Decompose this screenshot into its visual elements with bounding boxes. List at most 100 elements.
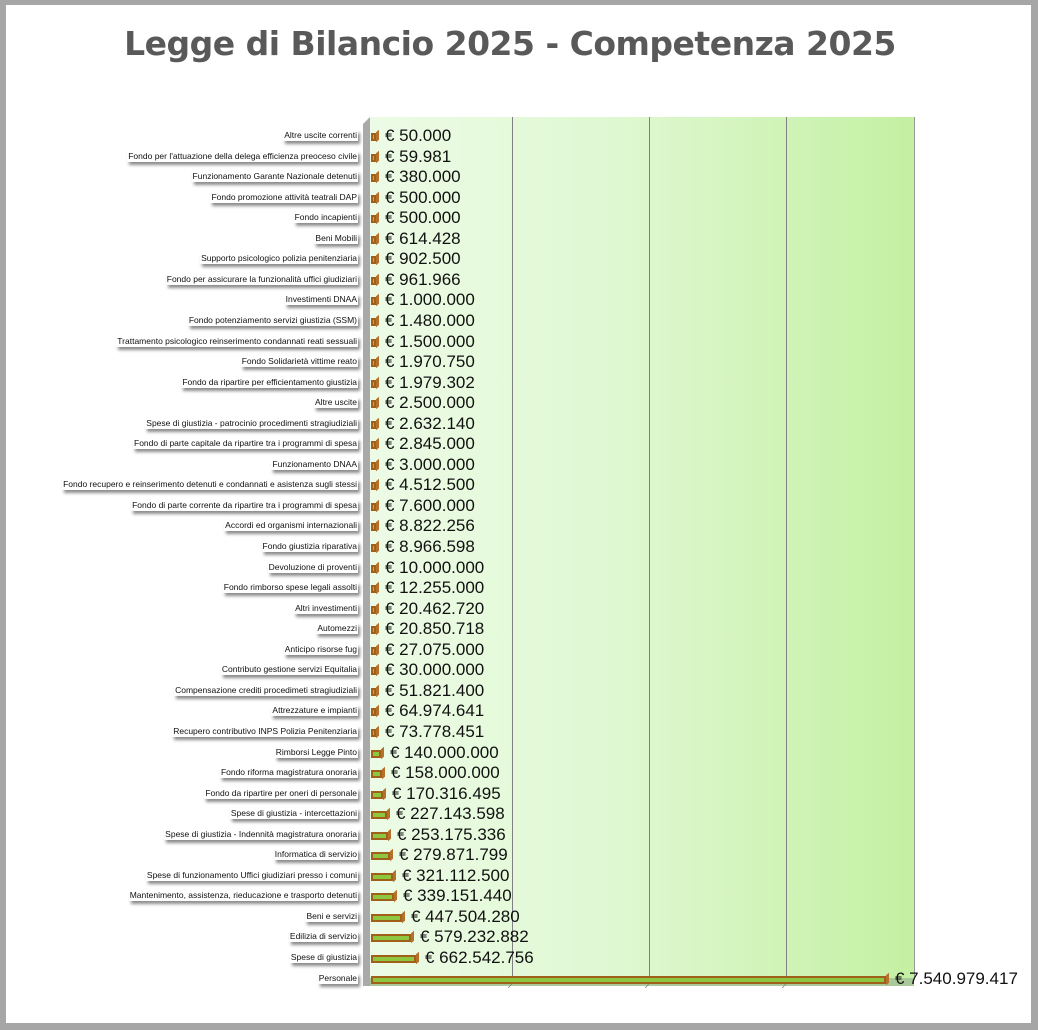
category-label: Fondo promozione attività teatrali DAP bbox=[210, 191, 358, 203]
bar-row: Fondo Solidarietà vittime reato € 1.970.7… bbox=[0, 352, 1038, 373]
bar-row: Fondo per assicurare la funzionalità uff… bbox=[0, 269, 1038, 291]
data-label: € 614.428 bbox=[385, 228, 461, 248]
gridline bbox=[512, 117, 513, 978]
category-label: Funzionamento Garante Nazionale detenuti bbox=[191, 171, 358, 183]
bar bbox=[371, 626, 376, 635]
data-label: € 27.075.000 bbox=[385, 639, 485, 659]
data-label: € 2.845.000 bbox=[385, 434, 475, 454]
bar-row: Fondo da ripartire per oneri di personal… bbox=[0, 784, 1038, 805]
bar-row: Accordi ed organismi internazionali € 8.8… bbox=[0, 516, 1038, 537]
data-label: € 1.979.302 bbox=[385, 372, 475, 392]
bar bbox=[371, 544, 376, 552]
bar bbox=[371, 297, 376, 306]
data-label: € 961.966 bbox=[385, 269, 461, 289]
data-label: € 4.512.500 bbox=[385, 475, 475, 495]
bar bbox=[371, 461, 376, 470]
bar bbox=[371, 359, 376, 368]
bar-row: Personale € 7.540.979.417 bbox=[0, 969, 1038, 990]
bar bbox=[371, 811, 387, 820]
bar bbox=[371, 276, 376, 285]
bar bbox=[371, 256, 376, 265]
data-label: € 64.974.641 bbox=[385, 701, 485, 721]
category-label: Spese di giustizia - intercettazioni bbox=[229, 808, 358, 820]
bar bbox=[371, 852, 390, 861]
category-label: Mantenimento, assistenza, rieducazione e… bbox=[128, 890, 358, 902]
bar-row: Mantenimento, assistenza, rieducazione e… bbox=[0, 886, 1038, 907]
data-label: € 51.821.400 bbox=[385, 680, 485, 700]
category-label: Compensazione crediti procedimeti stragi… bbox=[174, 684, 358, 696]
data-label: € 2.632.140 bbox=[385, 413, 475, 433]
category-label: Fondo da ripartire per efficientamento g… bbox=[181, 376, 358, 388]
category-label: Recupero contributivo INPS Polizia Penit… bbox=[172, 725, 358, 737]
bar-row: Spese di giustizia € 662.542.756 bbox=[0, 948, 1038, 969]
bar-row: Altri investimenti € 20.462.720 bbox=[0, 599, 1038, 620]
bar bbox=[371, 564, 376, 573]
bar bbox=[371, 893, 394, 902]
category-label: Fondo potenziamento servizi giustizia (S… bbox=[187, 314, 358, 326]
bar-row: Spese di giustizia - intercettazioni € 22… bbox=[0, 804, 1038, 825]
data-label: € 1.000.000 bbox=[385, 290, 475, 310]
bar-row: Fondo rimborso spese legali assolti € 12.… bbox=[0, 578, 1038, 599]
category-label: Fondo Solidarietà vittime reato bbox=[240, 356, 358, 368]
data-label: € 10.000.000 bbox=[385, 557, 485, 577]
data-label: € 339.151.440 bbox=[403, 886, 512, 906]
category-label: Altre uscite bbox=[313, 397, 358, 409]
category-label: Spese di giustizia bbox=[289, 952, 358, 963]
bar bbox=[371, 790, 383, 799]
data-label: € 20.850.718 bbox=[385, 619, 485, 639]
category-label: Fondo da ripartire per oneri di personal… bbox=[204, 787, 358, 799]
data-label: € 7.600.000 bbox=[385, 495, 475, 515]
plot-side-wall bbox=[363, 124, 370, 986]
category-label: Attrezzature e impianti bbox=[271, 705, 358, 717]
category-label: Fondo di parte capitale da ripartire tra… bbox=[133, 438, 358, 450]
data-label: € 1.480.000 bbox=[385, 310, 475, 330]
bar bbox=[371, 975, 886, 984]
bar bbox=[371, 153, 376, 162]
data-label: € 662.542.756 bbox=[425, 948, 534, 967]
bar bbox=[371, 955, 416, 963]
bar bbox=[371, 235, 376, 244]
data-label: € 59.981 bbox=[385, 146, 452, 166]
bar-row: Funzionamento DNAA € 3.000.000 bbox=[0, 454, 1038, 476]
category-label: Accordi ed organismi internazionali bbox=[224, 520, 358, 532]
bar-row: Spese di funzionamento Uffici giudiziari… bbox=[0, 866, 1038, 887]
bar bbox=[371, 646, 376, 655]
gridline bbox=[786, 117, 787, 978]
bar bbox=[371, 317, 376, 326]
category-label: Spese di funzionamento Uffici giudiziari… bbox=[145, 869, 358, 881]
category-label: Informatica di servizio bbox=[273, 849, 358, 861]
bar-row: Spese di giustizia - patrocinio procedim… bbox=[0, 413, 1038, 435]
data-label: € 500.000 bbox=[385, 208, 461, 228]
bar bbox=[371, 441, 376, 450]
bar-row: Altre uscite € 2.500.000 bbox=[0, 393, 1038, 414]
data-label: € 1.500.000 bbox=[385, 331, 475, 351]
bar bbox=[371, 831, 388, 840]
bar bbox=[371, 934, 411, 943]
data-label: € 158.000.000 bbox=[391, 763, 500, 783]
bar bbox=[371, 174, 376, 183]
category-label: Altri investimenti bbox=[294, 602, 358, 614]
data-label: € 3.000.000 bbox=[385, 454, 475, 474]
bar bbox=[371, 338, 376, 347]
data-label: € 73.778.451 bbox=[385, 721, 485, 741]
category-label: Fondo recupero e reinserimento detenuti … bbox=[62, 479, 358, 491]
bar bbox=[371, 400, 376, 409]
bar-row: Fondo potenziamento servizi giustizia (S… bbox=[0, 310, 1038, 332]
bar bbox=[371, 728, 376, 737]
bar-row: Recupero contributivo INPS Polizia Penit… bbox=[0, 721, 1038, 743]
bar bbox=[371, 194, 376, 203]
bar bbox=[371, 523, 376, 532]
data-label: € 227.143.598 bbox=[396, 804, 505, 824]
category-label: Trattamento psicologico reinserimento co… bbox=[116, 335, 358, 347]
bar bbox=[371, 605, 376, 614]
bar-row: Contributo gestione servizi Equitalia € 3… bbox=[0, 660, 1038, 681]
bar bbox=[371, 133, 376, 141]
bar-row: Fondo recupero e reinserimento detenuti … bbox=[0, 475, 1038, 496]
bar-row: Anticipo risorse fug € 27.075.000 bbox=[0, 639, 1038, 661]
bar bbox=[371, 708, 376, 717]
data-label: € 2.500.000 bbox=[385, 393, 475, 413]
chart-title: Legge di Bilancio 2025 - Competenza 2025 bbox=[124, 24, 896, 63]
data-label: € 8.822.256 bbox=[385, 516, 475, 536]
category-label: Edilizia di servizio bbox=[288, 931, 358, 943]
data-label: € 50.000 bbox=[385, 126, 452, 145]
